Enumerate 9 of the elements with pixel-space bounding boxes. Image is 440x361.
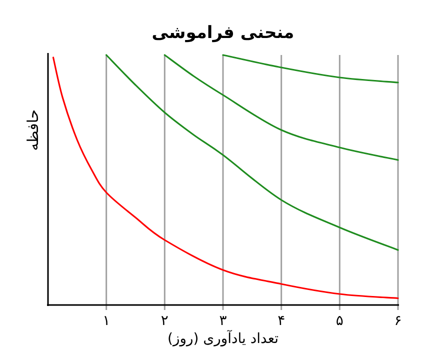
x-tick-label: ۶ — [394, 313, 402, 329]
chart-title: منحنی فراموشی — [152, 23, 294, 43]
y-axis-title: حافظه — [24, 109, 42, 151]
x-tick-label: ۲ — [160, 313, 168, 329]
x-axis-title: تعداد یادآوری (روز) — [168, 329, 279, 347]
x-tick-label: ۴ — [278, 313, 286, 329]
x-tick-label: ۳ — [219, 313, 228, 329]
x-tick-label: ۱ — [102, 313, 110, 329]
x-tick-label: ۵ — [336, 313, 344, 329]
